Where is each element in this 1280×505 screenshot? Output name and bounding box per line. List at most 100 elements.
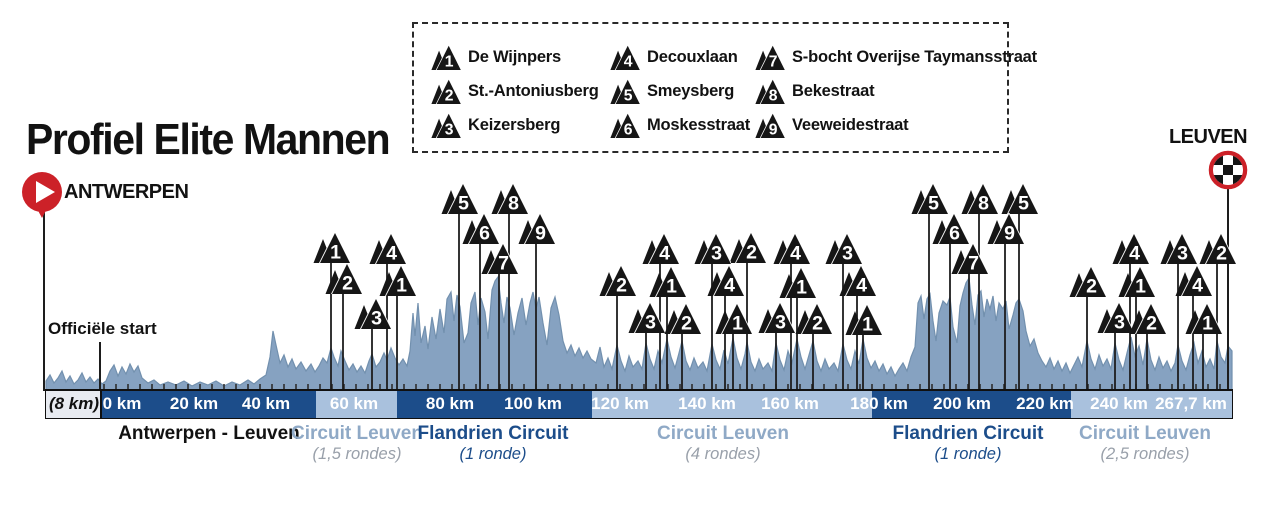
climb-marker-1: 1 (1184, 303, 1222, 334)
climb-legend-grid: 1 De Wijnpers 2 St.-Antoniusberg 3 Keizersber… (414, 24, 1037, 142)
svg-text:9: 9 (769, 121, 778, 138)
legend-item-climb-8: 8 Bekestraat (754, 74, 1037, 108)
svg-text:4: 4 (624, 53, 633, 70)
climb-marker-1: 1 (778, 267, 816, 298)
km-label: 200 km (933, 394, 991, 413)
climb-marker-lines (330, 212, 1218, 391)
legend-item-climb-6: 6 Moskesstraat (609, 108, 754, 142)
climb-number: 1 (862, 314, 873, 336)
climb-name: Smeysberg (647, 81, 735, 100)
climb-marker-8: 8 (960, 183, 998, 215)
axis-segment-6 (1071, 391, 1232, 418)
climb-number: 1 (396, 275, 407, 297)
climb-marker-1: 1 (648, 266, 686, 297)
climb-number: 4 (724, 275, 735, 297)
climb-marker-3: 3 (353, 298, 391, 329)
section-rounds: (1 ronde) (934, 445, 1002, 463)
section-title: Circuit Leuven (657, 423, 789, 444)
climb-number: 9 (1004, 223, 1015, 245)
finish-pin (1208, 150, 1248, 391)
km-label: 100 km (504, 394, 562, 413)
climb-number: 2 (1216, 243, 1227, 265)
svg-text:2: 2 (445, 87, 454, 104)
section-rounds: (4 rondes) (685, 445, 761, 463)
mountain-icon: 5 (609, 78, 640, 104)
climb-marker-1: 1 (378, 265, 416, 297)
mountain-icon: 4 (609, 44, 640, 70)
legend-item-climb-9: 9 Veeweidestraat (754, 108, 1037, 142)
climb-marker-2: 2 (794, 303, 832, 334)
legend-item-climb-2: 2 St.-Antoniusberg (430, 74, 609, 108)
climb-marker-6: 6 (931, 213, 969, 244)
climb-number: 2 (1146, 313, 1157, 335)
climb-marker-3: 3 (1096, 302, 1134, 333)
climb-number: 2 (616, 275, 627, 297)
climb-number: 3 (1177, 243, 1188, 265)
axis-segment-3 (397, 391, 592, 418)
section-label: Flandrien Circuit (1 ronde) (893, 423, 1044, 464)
axis-segment-0 (46, 391, 102, 418)
climb-marker-2: 2 (598, 265, 636, 297)
climb-marker-5: 5 (440, 183, 478, 215)
axis-segment-2 (316, 391, 397, 418)
climb-number: 2 (342, 273, 353, 295)
climb-number: 2 (681, 313, 692, 335)
climb-number: 4 (790, 243, 801, 265)
section-labels: Antwerpen - Leuven Circuit Leuven (1,5 ron… (46, 423, 1232, 478)
svg-text:3: 3 (445, 121, 454, 138)
climb-marker-9: 9 (986, 213, 1024, 245)
section-title: Circuit Leuven (1079, 423, 1211, 444)
climb-legend-box: 1 De Wijnpers 2 St.-Antoniusberg 3 Keizersber… (412, 22, 1037, 153)
section-rounds: (1 ronde) (459, 445, 527, 463)
start-pin (22, 172, 62, 391)
km-label: 40 km (241, 394, 291, 413)
climb-number: 3 (645, 312, 656, 334)
climb-number: 1 (330, 242, 341, 264)
svg-text:8: 8 (769, 87, 778, 104)
climb-name: Veeweidestraat (792, 115, 909, 134)
climb-number: 4 (1192, 275, 1203, 297)
climb-number: 4 (386, 243, 397, 265)
climb-number: 4 (856, 275, 867, 297)
legend-item-climb-3: 3 Keizersberg (430, 108, 609, 142)
climb-marker-1: 1 (714, 303, 752, 334)
svg-text:6: 6 (624, 121, 633, 138)
climb-number: 4 (659, 243, 670, 265)
km-label: 80 km (425, 394, 475, 413)
climb-markers-group: 5 8 5 8 56 9 6 91 24 4 3 4 3 4 3 27 72 1 2 4 4 41 2 113 3 3 32 1 2 2 1… (312, 183, 1236, 391)
climb-marker-3: 3 (824, 233, 862, 264)
mountain-icon: 1 (430, 44, 461, 70)
climb-marker-4: 4 (706, 265, 744, 297)
axis-segment-4 (592, 391, 872, 418)
climb-name: Moskesstraat (647, 115, 751, 134)
climb-name: Keizersberg (468, 115, 561, 134)
section-title: Flandrien Circuit (417, 423, 569, 444)
climb-marker-5: 5 (910, 183, 948, 214)
climb-number: 5 (458, 193, 469, 215)
climb-name: Bekestraat (792, 81, 875, 100)
climb-number: 8 (978, 193, 989, 215)
legend-item-climb-7: 7 S-bocht Overijse Taymansstraat (754, 40, 1037, 74)
km-label: 20 km (169, 394, 219, 413)
mountain-icon: 7 (754, 44, 785, 70)
km-label: 180 km (850, 394, 908, 413)
section-label: Antwerpen - Leuven (118, 423, 300, 445)
km-label: (8 km) (48, 394, 100, 413)
legend-item-climb-5: 5 Smeysberg (609, 74, 754, 108)
climb-marker-2: 2 (728, 232, 766, 263)
svg-text:5: 5 (624, 87, 633, 104)
legend-item-climb-1: 1 De Wijnpers (430, 40, 609, 74)
climb-number: 8 (508, 193, 519, 215)
climb-number: 3 (711, 243, 722, 265)
climb-marker-7: 7 (950, 243, 988, 274)
section-rounds: (2,5 rondes) (1100, 445, 1190, 463)
km-label: 160 km (761, 394, 819, 413)
climb-marker-2: 2 (324, 263, 362, 295)
section-rounds: (1,5 rondes) (312, 445, 402, 463)
section-label: Circuit Leuven (2,5 rondes) (1079, 423, 1211, 464)
climb-marker-2: 2 (663, 303, 701, 335)
km-label: 240 km (1090, 394, 1148, 413)
mountain-icon: 6 (609, 112, 640, 138)
finish-city-label: LEUVEN (1168, 126, 1248, 148)
